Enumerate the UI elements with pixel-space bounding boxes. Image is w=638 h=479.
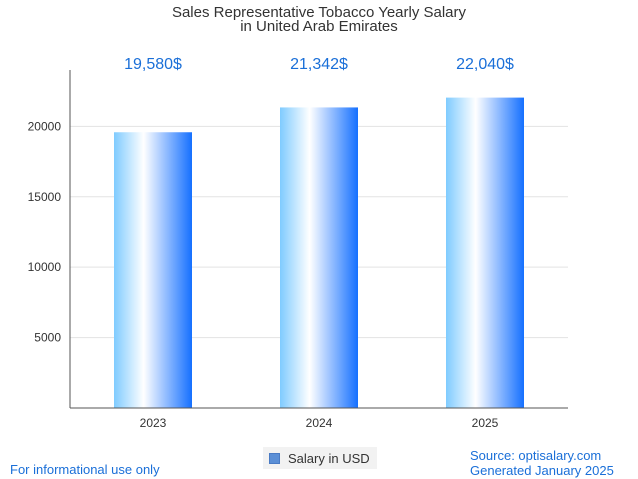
y-tick-label: 15000 [28, 190, 62, 204]
disclaimer-text: For informational use only [10, 462, 160, 477]
bar-2024 [280, 107, 358, 408]
y-tick-label: 10000 [28, 260, 62, 274]
data-label: 19,580$ [124, 56, 182, 73]
y-tick-label: 20000 [28, 119, 62, 133]
data-label: 22,040$ [456, 56, 514, 73]
bar-2025 [446, 97, 524, 408]
y-tick-label: 5000 [34, 331, 61, 345]
chart-legend: Salary in USD [263, 447, 377, 469]
x-tick-label: 2023 [140, 416, 167, 430]
legend-swatch-icon [269, 452, 280, 464]
chart-title-line-2: in United Arab Emirates [240, 18, 398, 35]
x-tick-label: 2025 [472, 416, 499, 430]
source-link[interactable]: Source: optisalary.com [470, 448, 602, 463]
legend-label: Salary in USD [288, 450, 370, 466]
chart-title-line-1: Sales Representative Tobacco Yearly Sala… [171, 4, 467, 21]
x-tick-label: 2024 [306, 416, 333, 430]
data-label: 21,342$ [290, 56, 348, 73]
generated-date: Generated January 2025 [470, 463, 614, 478]
bar-2023 [114, 132, 192, 408]
